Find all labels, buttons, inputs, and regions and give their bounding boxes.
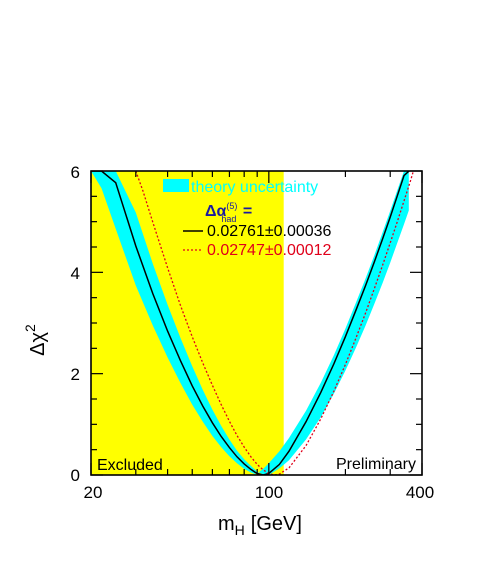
x-tick-label: 100 bbox=[255, 483, 283, 502]
preliminary-label: Preliminary bbox=[336, 456, 416, 473]
x-axis-title-sub: H bbox=[235, 522, 245, 538]
x-axis-title-main: m bbox=[218, 513, 235, 535]
legend-band-swatch bbox=[163, 179, 189, 192]
excluded-label: Excluded bbox=[97, 457, 163, 474]
x-tick-label: 20 bbox=[84, 483, 103, 502]
y-tick-label: 6 bbox=[71, 163, 80, 182]
x-axis-title: mH [GeV] bbox=[218, 513, 302, 538]
y-axis-title: Δχ2 bbox=[22, 324, 49, 356]
legend-header-suffix: = bbox=[238, 203, 252, 220]
x-axis-title-unit: [GeV] bbox=[251, 513, 302, 535]
legend-entry-label: 0.02747±0.00012 bbox=[207, 242, 332, 259]
legend-header: Δα(5) had = bbox=[205, 201, 252, 224]
legend-header-sup: (5) bbox=[226, 201, 237, 211]
y-tick-label: 0 bbox=[71, 466, 80, 485]
legend-band-label: theory uncertainty bbox=[191, 179, 318, 196]
y-axis-title-sup: 2 bbox=[22, 324, 38, 332]
legend-entry-label: 0.02761±0.00036 bbox=[207, 223, 332, 240]
legend-header-main: Δα bbox=[205, 203, 227, 220]
legend-header-sub: had bbox=[221, 214, 236, 224]
y-tick-label: 4 bbox=[71, 264, 80, 283]
axis-ticks bbox=[90, 170, 423, 476]
theory-uncertainty-band bbox=[91, 171, 409, 475]
y-tick-label: 2 bbox=[71, 365, 80, 384]
x-tick-label: 400 bbox=[406, 483, 434, 502]
y-axis-title-main: Δχ bbox=[27, 331, 49, 355]
